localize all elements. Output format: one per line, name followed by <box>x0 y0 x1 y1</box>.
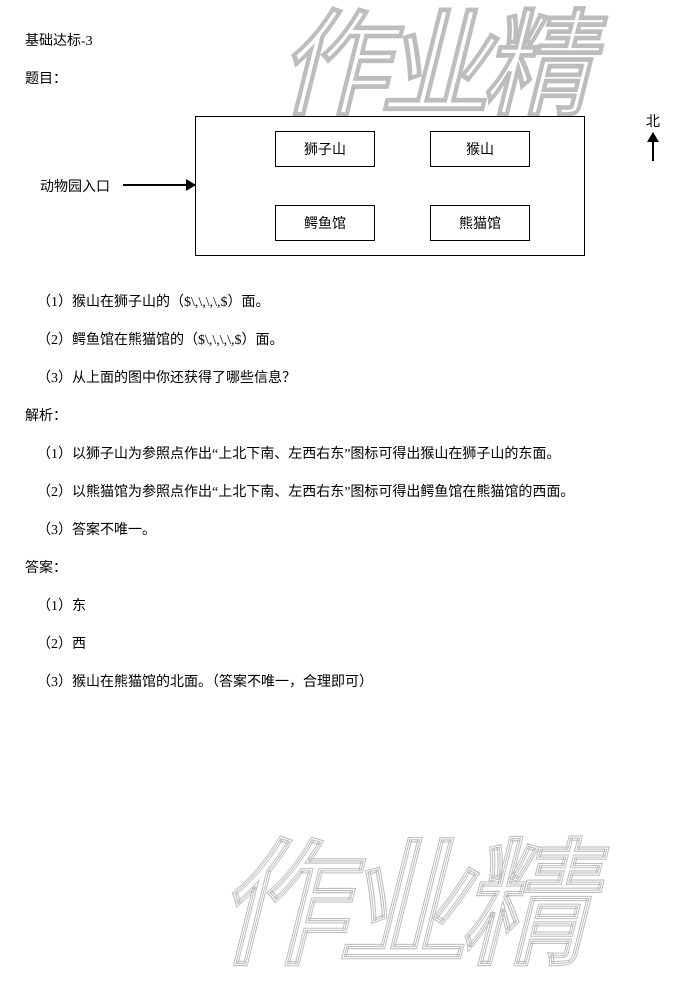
answer-2: （2）西 <box>25 633 665 653</box>
node-monkey: 猴山 <box>430 131 530 167</box>
section-title-analysis: 解析： <box>25 405 665 425</box>
page-content: 基础达标-3 题目： 动物园入口 狮子山 猴山 鳄鱼馆 熊猫馆 北 （1）猴山在… <box>0 0 690 739</box>
analysis-1: （1）以狮子山为参照点作出“上北下南、左西右东”图标可得出猴山在狮子山的东面。 <box>25 443 665 463</box>
header-line: 基础达标-3 <box>25 30 665 50</box>
answer-3: （3）猴山在熊猫馆的北面。（答案不唯一，合理即可） <box>25 671 665 691</box>
entry-arrow <box>123 184 195 186</box>
section-title-answer: 答案： <box>25 557 665 577</box>
entry-label: 动物园入口 <box>40 176 110 196</box>
question-3: （3）从上面的图中你还获得了哪些信息？ <box>25 367 665 387</box>
node-lion: 狮子山 <box>275 131 375 167</box>
question-1: （1）猴山在狮子山的（$\,\,\,\,$）面。 <box>25 291 665 311</box>
node-panda: 熊猫馆 <box>430 205 530 241</box>
compass: 北 <box>646 111 660 161</box>
zoo-diagram: 动物园入口 狮子山 猴山 鳄鱼馆 熊猫馆 北 <box>25 106 665 266</box>
analysis-2: （2）以熊猫馆为参照点作出“上北下南、左西右东”图标可得出鳄鱼馆在熊猫馆的西面。 <box>25 481 665 501</box>
question-2: （2）鳄鱼馆在熊猫馆的（$\,\,\,\,$）面。 <box>25 329 665 349</box>
watermark-bottom: 作业精 <box>205 795 620 992</box>
node-croc: 鳄鱼馆 <box>275 205 375 241</box>
compass-arrow <box>652 133 654 161</box>
analysis-3: （3）答案不唯一。 <box>25 519 665 539</box>
section-title-question: 题目： <box>25 68 665 88</box>
answer-1: （1）东 <box>25 595 665 615</box>
compass-label: 北 <box>646 111 660 131</box>
